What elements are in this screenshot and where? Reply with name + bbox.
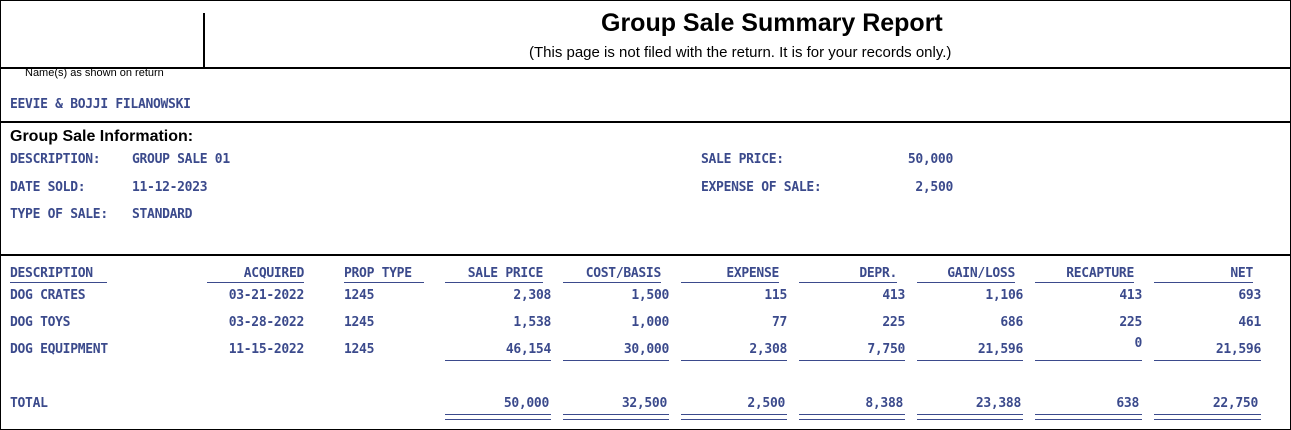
table-cell: 115: [764, 288, 787, 303]
col-header-gain-loss: GAIN/LOSS: [917, 266, 1015, 283]
expense-of-sale-label: EXPENSE OF SALE:: [701, 180, 822, 195]
total-double-rule: [681, 414, 787, 420]
table-cell: 1,106: [985, 288, 1023, 303]
subtotal-rule: [1035, 360, 1142, 361]
table-cell: 1,538: [513, 315, 551, 330]
table-cell: 461: [1238, 315, 1261, 330]
table-cell: 1245: [344, 288, 375, 303]
name-label: Name(s) as shown on return: [25, 67, 164, 79]
col-header-acquired: ACQUIRED: [207, 266, 304, 283]
sale-price-value: 50,000: [907, 152, 953, 167]
subtotal-rule: [445, 360, 551, 361]
rule-bottom: [1, 254, 1290, 256]
total-cell: 8,388: [865, 396, 903, 411]
table-cell: 7,750: [867, 342, 905, 357]
total-double-rule: [563, 414, 669, 420]
table-cell: 11-15-2022: [228, 342, 305, 357]
date-sold-value: 11-12-2023: [132, 180, 208, 195]
header-divider: [203, 13, 205, 67]
rule-top: [1, 67, 1290, 69]
total-cell: 2,500: [747, 396, 785, 411]
col-header-sale-price: SALE PRICE: [445, 266, 543, 283]
col-header-depr: DEPR.: [799, 266, 897, 283]
table-cell: 225: [1119, 315, 1142, 330]
sale-price-label: SALE PRICE:: [701, 152, 784, 167]
section-title: Group Sale Information:: [10, 128, 194, 145]
table-cell: 1,000: [631, 315, 669, 330]
total-cell: 638: [1116, 396, 1139, 411]
table-cell: 686: [1000, 315, 1023, 330]
subtotal-rule: [563, 360, 669, 361]
table-cell: 77: [771, 315, 787, 330]
col-header-description: DESCRIPTION: [10, 266, 107, 283]
table-cell: DOG TOYS: [10, 315, 71, 330]
subtotal-rule: [917, 360, 1023, 361]
table-cell: 03-21-2022: [228, 288, 305, 303]
total-double-rule: [799, 414, 905, 420]
date-sold-label: DATE SOLD:: [10, 180, 86, 195]
subtotal-rule: [681, 360, 787, 361]
col-header-net: NET: [1154, 266, 1253, 283]
table-cell: DOG EQUIPMENT: [10, 342, 108, 357]
expense-of-sale-value: 2,500: [915, 180, 953, 195]
total-cell: 23,388: [975, 396, 1021, 411]
table-cell: 413: [1119, 288, 1142, 303]
table-cell: 03-28-2022: [228, 315, 305, 330]
total-double-rule: [1154, 414, 1261, 420]
table-cell: 21,596: [1215, 342, 1261, 357]
total-cell: 50,000: [503, 396, 549, 411]
table-cell: 1245: [344, 342, 375, 357]
table-cell: 30,000: [623, 342, 669, 357]
total-cell: 22,750: [1212, 396, 1258, 411]
type-value: STANDARD: [132, 207, 193, 222]
description-value: GROUP SALE 01: [132, 152, 230, 167]
table-cell: DOG CRATES: [10, 288, 86, 303]
total-double-rule: [445, 414, 551, 420]
table-cell: 1245: [344, 315, 375, 330]
total-double-rule: [917, 414, 1023, 420]
rule-middle: [1, 121, 1290, 123]
taxpayer-name: EEVIE & BOJJI FILANOWSKI: [10, 97, 191, 112]
table-cell: 2,308: [513, 288, 551, 303]
table-cell: 693: [1238, 288, 1261, 303]
table-cell: 1,500: [631, 288, 669, 303]
subtotal-rule: [799, 360, 905, 361]
table-cell: 21,596: [977, 342, 1023, 357]
total-double-rule: [1035, 414, 1142, 420]
col-header-prop-type: PROP TYPE: [344, 266, 424, 283]
table-cell: 2,308: [749, 342, 787, 357]
table-cell: 225: [882, 315, 905, 330]
total-cell: 32,500: [621, 396, 667, 411]
table-cell: 46,154: [505, 342, 551, 357]
description-label: DESCRIPTION:: [10, 152, 101, 167]
table-cell: 0: [1134, 336, 1142, 351]
subtotal-rule: [1154, 360, 1261, 361]
col-header-cost-basis: COST/BASIS: [563, 266, 661, 283]
type-label: TYPE OF SALE:: [10, 207, 108, 222]
table-cell: 413: [882, 288, 905, 303]
col-header-expense: EXPENSE: [681, 266, 779, 283]
col-header-recapture: RECAPTURE: [1035, 266, 1134, 283]
report-subtitle: (This page is not filed with the return.…: [529, 44, 952, 61]
total-label: TOTAL: [10, 396, 48, 411]
report-title: Group Sale Summary Report: [601, 9, 943, 37]
